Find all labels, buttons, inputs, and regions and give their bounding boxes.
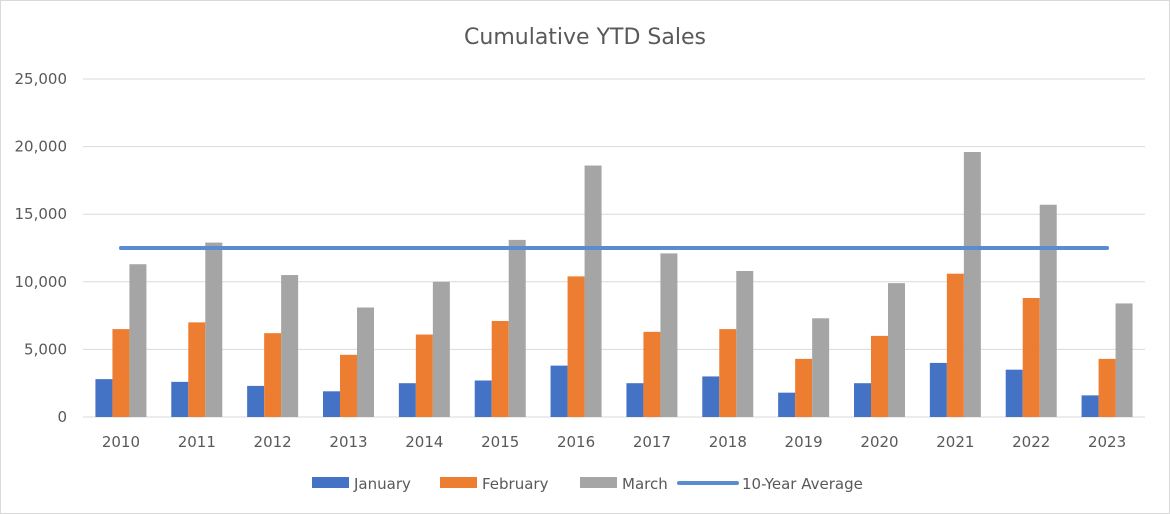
legend-item: January xyxy=(312,475,411,493)
bar-january xyxy=(247,385,265,417)
bar-february xyxy=(795,358,813,417)
x-tick-label: 2019 xyxy=(785,433,823,451)
legend-label: February xyxy=(482,475,549,493)
x-tick-label: 2016 xyxy=(557,433,595,451)
bar-march xyxy=(1039,204,1057,417)
bar-march xyxy=(812,318,830,417)
chart-title: Cumulative YTD Sales xyxy=(464,25,706,50)
bar-march xyxy=(205,242,223,417)
legend-label: 10-Year Average xyxy=(742,475,863,493)
bar-february xyxy=(415,334,433,417)
bar-march xyxy=(584,165,602,417)
y-tick-label: 10,000 xyxy=(15,273,68,291)
bar-february xyxy=(946,273,964,417)
bar-february xyxy=(1022,298,1040,417)
y-tick-label: 25,000 xyxy=(15,70,68,88)
legend-swatch xyxy=(312,477,349,488)
bar-january xyxy=(778,392,796,417)
bar-february xyxy=(264,333,282,417)
bar-march xyxy=(736,270,754,417)
bar-march xyxy=(888,283,905,417)
x-tick-label: 2010 xyxy=(102,433,140,451)
x-axis-ticks: 2010 2011 2012 2013 2014 2015 2016 2017 2018 2019… xyxy=(102,433,1126,451)
bar-march xyxy=(1115,303,1133,417)
bar-january xyxy=(929,362,947,417)
y-tick-label: 0 xyxy=(57,408,67,426)
x-tick-label: 2014 xyxy=(405,433,443,451)
legend-item: 10-Year Average xyxy=(677,475,863,493)
bar-january xyxy=(171,381,189,417)
x-tick-label: 2013 xyxy=(329,433,367,451)
bar-january xyxy=(550,365,568,417)
y-tick-label: 15,000 xyxy=(15,205,68,223)
legend-item: February xyxy=(440,475,549,493)
bar-march xyxy=(963,152,981,417)
legend-label: January xyxy=(353,475,411,493)
bar-january xyxy=(626,383,644,417)
x-tick-label: 2020 xyxy=(860,433,898,451)
bar-january xyxy=(854,383,871,417)
bar-february xyxy=(340,354,357,417)
bar-february xyxy=(643,331,661,417)
bar-march xyxy=(129,264,147,417)
bar-february xyxy=(567,276,585,417)
y-tick-label: 20,000 xyxy=(15,138,68,156)
bar-february xyxy=(491,321,509,417)
bar-january xyxy=(474,380,492,417)
bar-march xyxy=(660,253,678,417)
legend: January February March 10-Year Average xyxy=(312,475,863,493)
bar-january xyxy=(398,383,416,417)
x-tick-label: 2022 xyxy=(1012,433,1050,451)
legend-swatch xyxy=(440,477,477,488)
legend-swatch xyxy=(580,477,617,488)
bar-march xyxy=(432,281,450,417)
bar-january xyxy=(1005,369,1023,417)
bar-february xyxy=(1098,358,1116,417)
bar-february xyxy=(719,329,737,417)
x-tick-label: 2017 xyxy=(633,433,671,451)
y-tick-label: 5,000 xyxy=(24,340,67,358)
bar-february xyxy=(188,322,206,417)
y-axis-ticks: 0 5,000 10,000 15,000 20,000 25,000 xyxy=(15,70,68,426)
legend-item: March xyxy=(580,475,668,493)
x-tick-label: 2011 xyxy=(178,433,216,451)
bar-january xyxy=(323,391,340,417)
x-tick-label: 2018 xyxy=(709,433,747,451)
bar-march xyxy=(357,307,374,417)
x-tick-label: 2023 xyxy=(1088,433,1126,451)
bar-january xyxy=(1081,395,1099,417)
x-tick-label: 2015 xyxy=(481,433,519,451)
bar-march xyxy=(281,275,299,417)
bar-january xyxy=(702,376,720,417)
bar-february xyxy=(112,329,130,417)
bars xyxy=(95,152,1133,417)
x-tick-label: 2012 xyxy=(254,433,292,451)
bar-february xyxy=(871,335,888,417)
legend-label: March xyxy=(622,475,668,493)
bar-march xyxy=(508,239,526,417)
x-tick-label: 2021 xyxy=(936,433,974,451)
bar-january xyxy=(95,379,113,417)
